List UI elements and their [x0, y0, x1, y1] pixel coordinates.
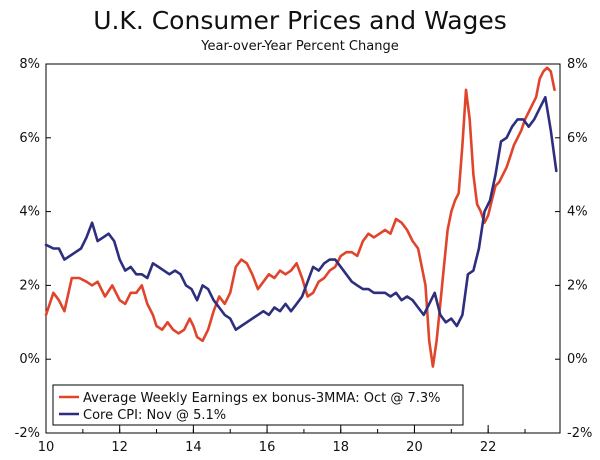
series-line-earnings	[44, 66, 556, 368]
y-tick-label-right: -2%	[567, 426, 592, 441]
y-tick-label-left: 0%	[19, 352, 40, 367]
y-tick-label-right: 2%	[567, 278, 588, 293]
y-tick-label-right: 0%	[567, 352, 588, 367]
plot-frame	[45, 63, 561, 434]
x-tick-label: 18	[332, 440, 349, 455]
chart-subtitle: Year-over-Year Percent Change	[201, 39, 399, 54]
y-tick-label-left: 4%	[19, 205, 40, 220]
x-tick-label: 20	[406, 440, 423, 455]
legend-box	[52, 384, 464, 426]
y-tick-label-left: 2%	[19, 278, 40, 293]
y-tick-label-right: 8%	[567, 57, 588, 72]
y-tick-label-left: 6%	[19, 131, 40, 146]
x-tick-label: 10	[38, 440, 55, 455]
legend-label-earnings: Average Weekly Earnings ex bonus-3MMA: O…	[83, 391, 441, 406]
x-tick-label: 16	[259, 440, 276, 455]
x-tick-label: 12	[111, 440, 128, 455]
y-tick-label-left: -2%	[15, 426, 40, 441]
series-line-core-cpi	[44, 95, 558, 332]
y-tick-label-left: 8%	[19, 57, 40, 72]
y-tick-label-right: 6%	[567, 131, 588, 146]
legend-label-core-cpi: Core CPI: Nov @ 5.1%	[83, 408, 226, 423]
chart-title: U.K. Consumer Prices and Wages	[93, 6, 507, 35]
y-tick-label-right: 4%	[567, 205, 588, 220]
x-tick-label: 22	[480, 440, 497, 455]
x-tick-label: 14	[185, 440, 202, 455]
